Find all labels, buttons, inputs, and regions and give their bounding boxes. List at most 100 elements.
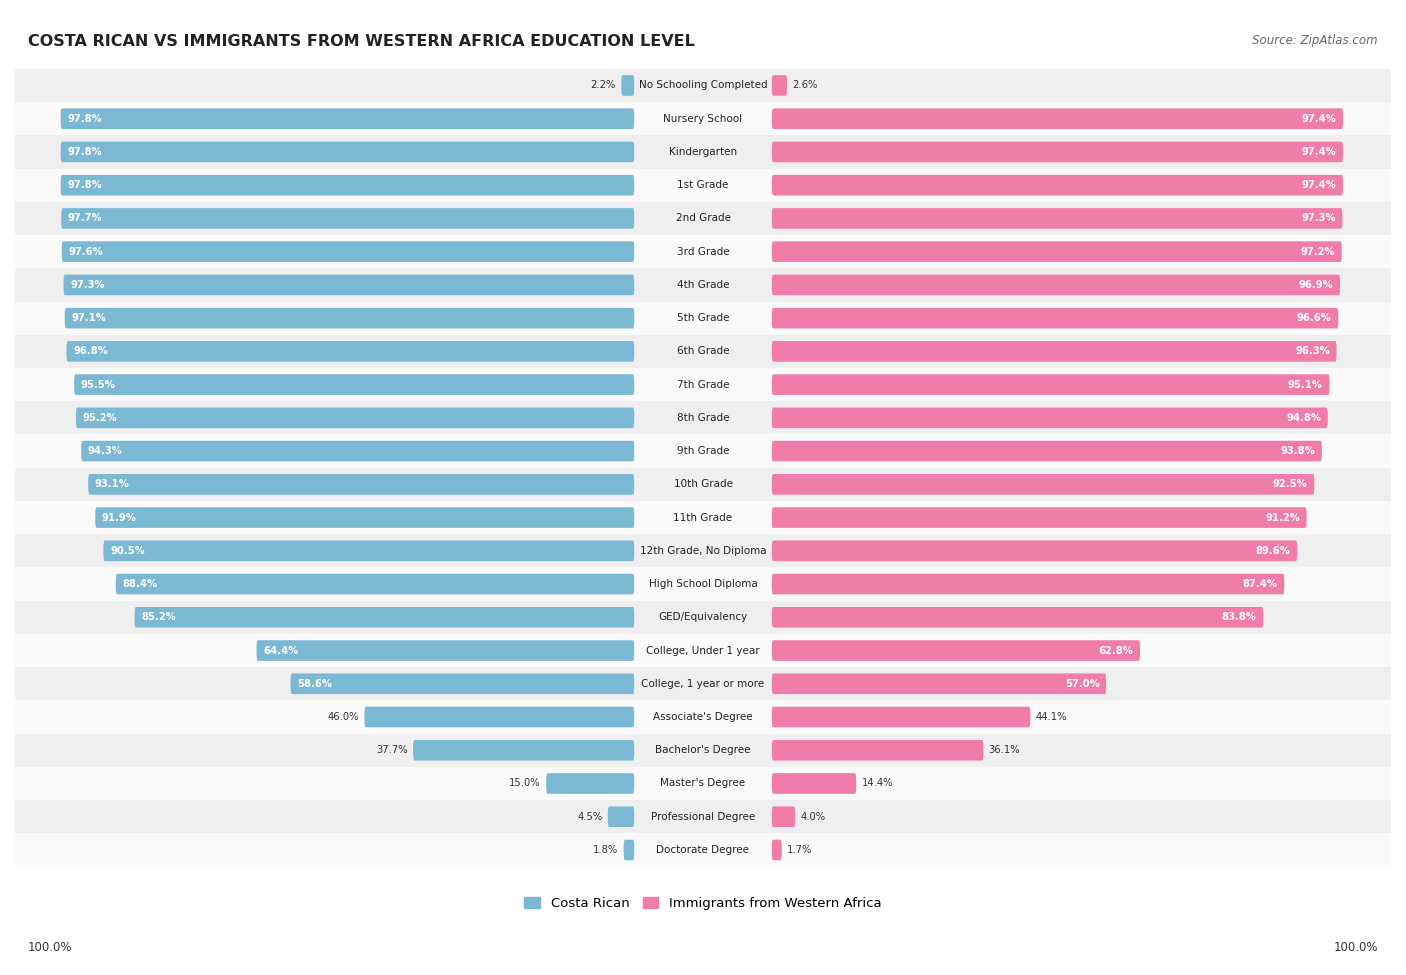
Text: 14.4%: 14.4% — [862, 778, 893, 789]
FancyBboxPatch shape — [15, 468, 1391, 501]
FancyBboxPatch shape — [15, 268, 1391, 301]
FancyBboxPatch shape — [15, 534, 1391, 567]
FancyBboxPatch shape — [60, 108, 634, 129]
Text: 36.1%: 36.1% — [988, 745, 1021, 756]
Text: 85.2%: 85.2% — [141, 612, 176, 622]
FancyBboxPatch shape — [772, 540, 1298, 562]
Text: 97.8%: 97.8% — [67, 147, 103, 157]
FancyBboxPatch shape — [15, 136, 1391, 169]
Text: 4.5%: 4.5% — [578, 812, 603, 822]
FancyBboxPatch shape — [76, 408, 634, 428]
Text: 92.5%: 92.5% — [1272, 480, 1308, 489]
Text: 96.9%: 96.9% — [1299, 280, 1333, 290]
FancyBboxPatch shape — [413, 740, 634, 760]
Text: 90.5%: 90.5% — [110, 546, 145, 556]
FancyBboxPatch shape — [89, 474, 634, 494]
Text: 89.6%: 89.6% — [1256, 546, 1291, 556]
FancyBboxPatch shape — [65, 308, 634, 329]
Text: 1st Grade: 1st Grade — [678, 180, 728, 190]
FancyBboxPatch shape — [772, 573, 1284, 595]
Text: 95.5%: 95.5% — [80, 379, 115, 390]
FancyBboxPatch shape — [772, 108, 1343, 129]
Text: 4th Grade: 4th Grade — [676, 280, 730, 290]
Text: 91.2%: 91.2% — [1265, 513, 1301, 523]
FancyBboxPatch shape — [15, 202, 1391, 235]
Text: 95.1%: 95.1% — [1288, 379, 1323, 390]
FancyBboxPatch shape — [135, 607, 634, 628]
FancyBboxPatch shape — [364, 707, 634, 727]
Text: Bachelor's Degree: Bachelor's Degree — [655, 745, 751, 756]
Text: 12th Grade, No Diploma: 12th Grade, No Diploma — [640, 546, 766, 556]
Text: 58.6%: 58.6% — [297, 679, 332, 688]
FancyBboxPatch shape — [772, 208, 1343, 229]
FancyBboxPatch shape — [15, 800, 1391, 834]
FancyBboxPatch shape — [15, 767, 1391, 800]
Text: GED/Equivalency: GED/Equivalency — [658, 612, 748, 622]
Text: 97.8%: 97.8% — [67, 114, 103, 124]
FancyBboxPatch shape — [62, 242, 634, 262]
FancyBboxPatch shape — [772, 141, 1343, 162]
Text: 97.2%: 97.2% — [1301, 247, 1336, 256]
Text: 4.0%: 4.0% — [800, 812, 825, 822]
Text: Nursery School: Nursery School — [664, 114, 742, 124]
FancyBboxPatch shape — [624, 839, 634, 860]
Text: Master's Degree: Master's Degree — [661, 778, 745, 789]
FancyBboxPatch shape — [60, 175, 634, 196]
Text: 97.1%: 97.1% — [72, 313, 107, 323]
FancyBboxPatch shape — [15, 334, 1391, 368]
Text: Associate's Degree: Associate's Degree — [654, 712, 752, 722]
FancyBboxPatch shape — [62, 208, 634, 229]
Text: 96.6%: 96.6% — [1296, 313, 1331, 323]
FancyBboxPatch shape — [772, 674, 1107, 694]
FancyBboxPatch shape — [115, 573, 634, 595]
FancyBboxPatch shape — [66, 341, 634, 362]
FancyBboxPatch shape — [772, 275, 1340, 295]
Text: 2.2%: 2.2% — [591, 81, 616, 91]
FancyBboxPatch shape — [772, 641, 1140, 661]
FancyBboxPatch shape — [15, 402, 1391, 435]
FancyBboxPatch shape — [60, 141, 634, 162]
FancyBboxPatch shape — [772, 242, 1341, 262]
Text: 93.1%: 93.1% — [94, 480, 129, 489]
Text: 9th Grade: 9th Grade — [676, 447, 730, 456]
FancyBboxPatch shape — [772, 707, 1031, 727]
FancyBboxPatch shape — [772, 441, 1322, 461]
FancyBboxPatch shape — [772, 507, 1306, 527]
FancyBboxPatch shape — [96, 507, 634, 527]
Text: 10th Grade: 10th Grade — [673, 480, 733, 489]
Text: Source: ZipAtlas.com: Source: ZipAtlas.com — [1253, 34, 1378, 47]
FancyBboxPatch shape — [15, 567, 1391, 601]
Text: 97.3%: 97.3% — [70, 280, 105, 290]
Text: 2nd Grade: 2nd Grade — [675, 214, 731, 223]
FancyBboxPatch shape — [291, 674, 634, 694]
FancyBboxPatch shape — [607, 806, 634, 827]
Text: 100.0%: 100.0% — [28, 941, 73, 955]
FancyBboxPatch shape — [772, 806, 796, 827]
Text: 1.7%: 1.7% — [787, 845, 813, 855]
Text: 97.4%: 97.4% — [1302, 180, 1337, 190]
Text: 87.4%: 87.4% — [1243, 579, 1278, 589]
Text: Kindergarten: Kindergarten — [669, 147, 737, 157]
FancyBboxPatch shape — [15, 601, 1391, 634]
Text: 97.4%: 97.4% — [1302, 114, 1337, 124]
FancyBboxPatch shape — [547, 773, 634, 794]
Text: 2.6%: 2.6% — [793, 81, 818, 91]
Text: 97.3%: 97.3% — [1301, 214, 1336, 223]
FancyBboxPatch shape — [15, 634, 1391, 667]
FancyBboxPatch shape — [256, 641, 634, 661]
Text: College, Under 1 year: College, Under 1 year — [647, 645, 759, 655]
FancyBboxPatch shape — [15, 69, 1391, 102]
FancyBboxPatch shape — [15, 235, 1391, 268]
Text: 3rd Grade: 3rd Grade — [676, 247, 730, 256]
Text: College, 1 year or more: College, 1 year or more — [641, 679, 765, 688]
FancyBboxPatch shape — [772, 607, 1263, 628]
FancyBboxPatch shape — [15, 733, 1391, 767]
FancyBboxPatch shape — [104, 540, 634, 562]
Text: 88.4%: 88.4% — [122, 579, 157, 589]
FancyBboxPatch shape — [772, 175, 1343, 196]
Text: 37.7%: 37.7% — [377, 745, 408, 756]
FancyBboxPatch shape — [621, 75, 634, 96]
FancyBboxPatch shape — [15, 700, 1391, 733]
FancyBboxPatch shape — [772, 740, 984, 760]
Text: No Schooling Completed: No Schooling Completed — [638, 81, 768, 91]
